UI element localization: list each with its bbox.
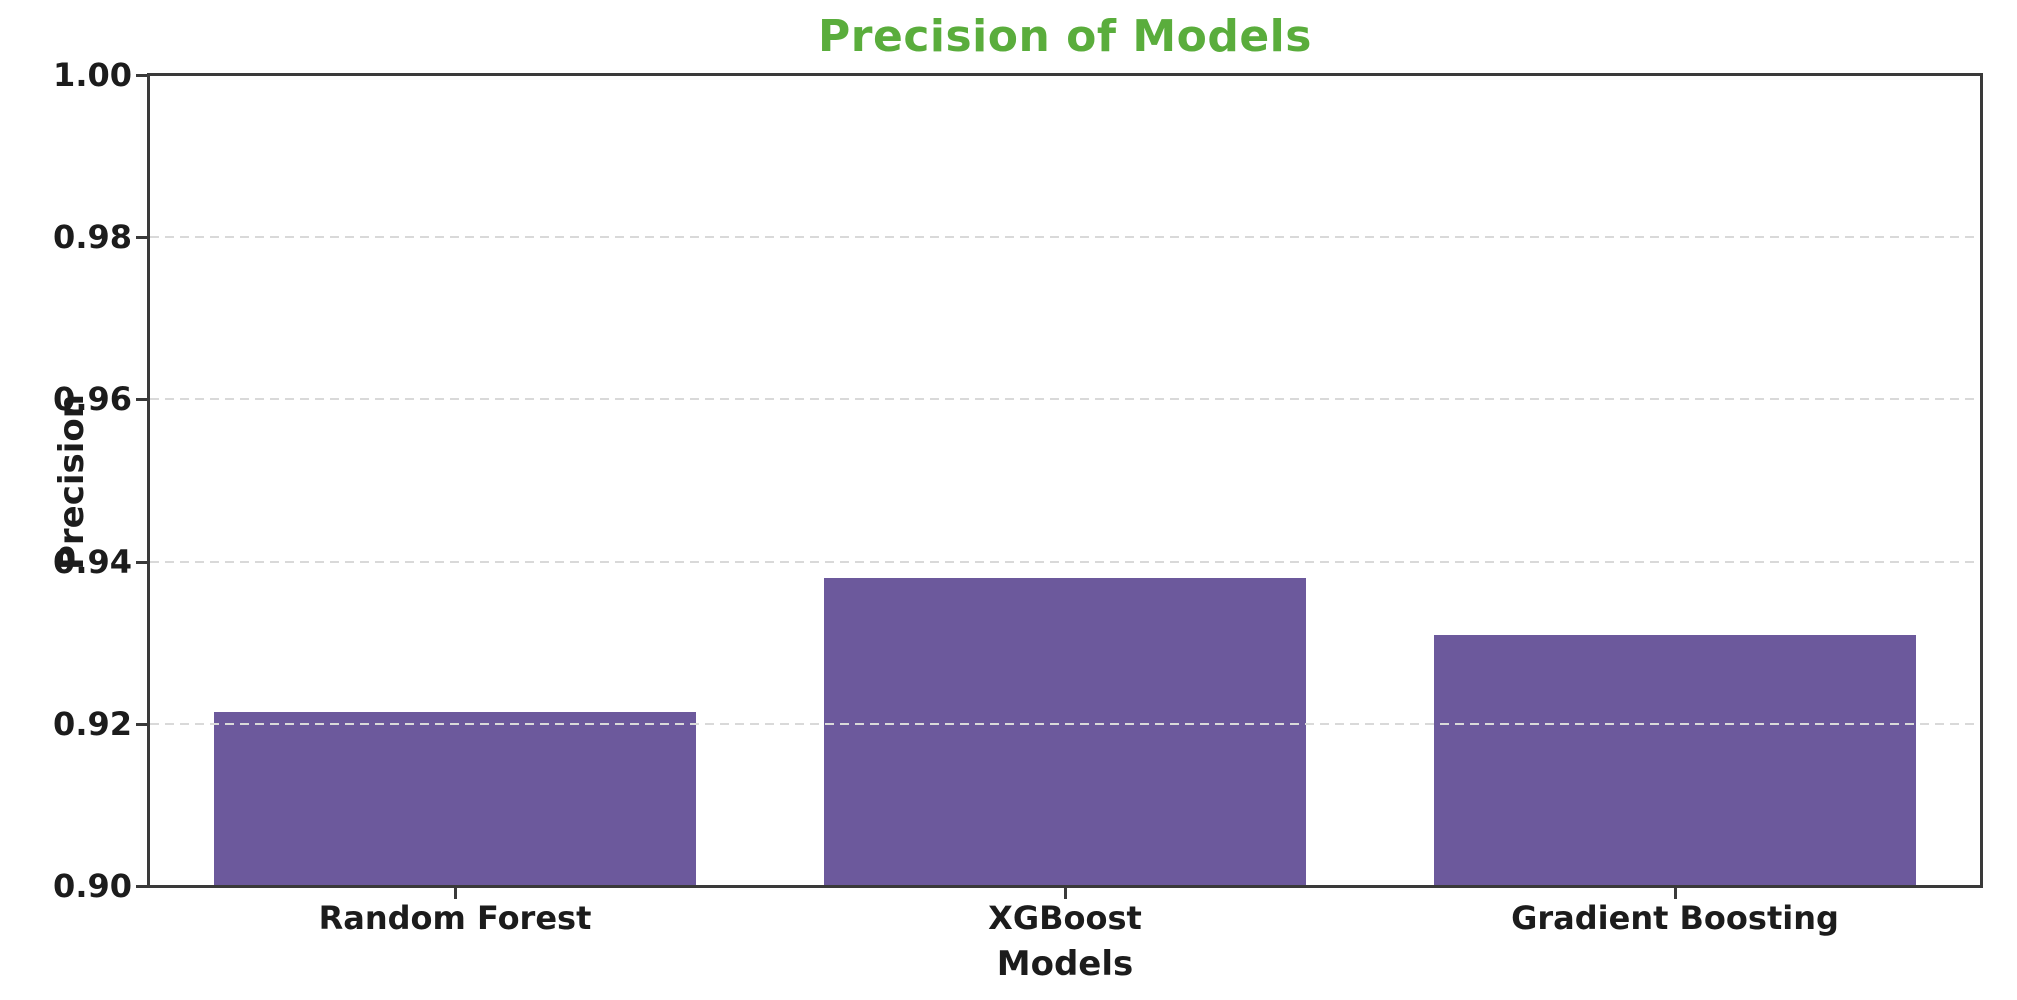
xtick-label-gradient-boosting: Gradient Boosting — [1511, 899, 1839, 937]
gridline-0.96 — [150, 398, 1980, 401]
ytick-mark-0.92 — [136, 722, 148, 726]
xtick-mark-random-forest — [454, 888, 457, 899]
ytick-mark-0.96 — [136, 398, 148, 402]
ytick-mark-1.00 — [136, 74, 148, 77]
axis-spine-right — [1980, 73, 1983, 888]
axis-spine-bottom — [147, 885, 1983, 888]
ytick-mark-0.94 — [136, 560, 148, 564]
xtick-mark-xgboost — [1064, 888, 1067, 899]
ytick-mark-0.98 — [136, 236, 148, 240]
xtick-label-random-forest: Random Forest — [318, 899, 592, 937]
gridline-0.94 — [150, 560, 1980, 563]
ytick-label-1.00: 1.00 — [53, 56, 132, 94]
bar-random-forest — [214, 711, 696, 886]
chart-title: Precision of Models — [818, 11, 1312, 62]
ytick-label-0.96: 0.96 — [53, 380, 132, 419]
ytick-label-0.94: 0.94 — [53, 542, 132, 581]
gridline-0.92 — [150, 722, 1980, 725]
ytick-label-0.98: 0.98 — [53, 218, 132, 257]
xtick-label-xgboost: XGBoost — [988, 899, 1142, 937]
bar-gradient-boosting — [1434, 634, 1916, 886]
ytick-mark-0.90 — [136, 885, 148, 888]
xtick-mark-gradient-boosting — [1674, 888, 1677, 899]
bar-xgboost — [824, 577, 1306, 886]
axis-spine-top — [147, 73, 1983, 76]
ytick-label-0.90: 0.90 — [53, 867, 132, 905]
axis-spine-left — [147, 73, 150, 888]
gridline-0.98 — [150, 236, 1980, 239]
ytick-label-0.92: 0.92 — [53, 704, 132, 743]
x-axis-label: Models — [996, 944, 1134, 984]
plot-area — [150, 75, 1980, 886]
